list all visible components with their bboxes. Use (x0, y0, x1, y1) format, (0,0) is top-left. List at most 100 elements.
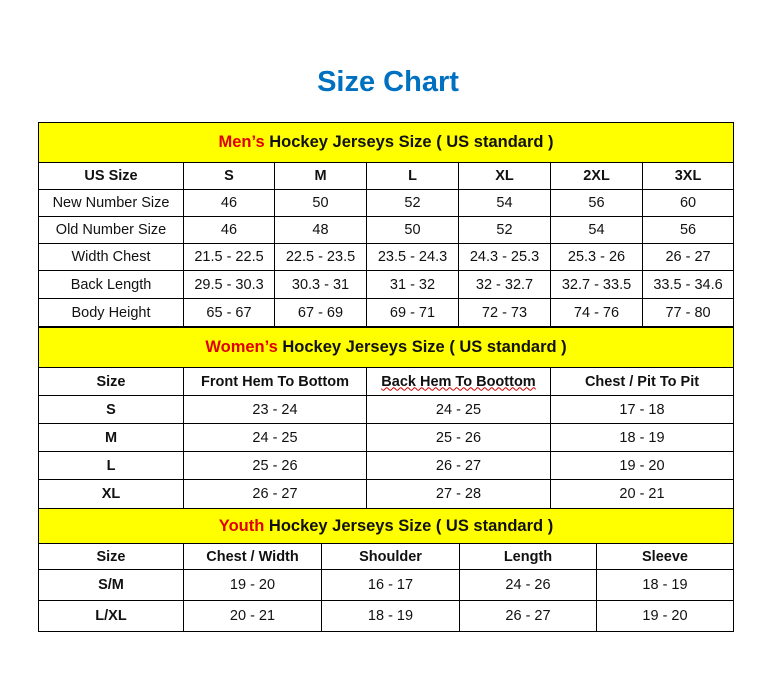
row-label: New Number Size (38, 189, 184, 217)
column-header: Front Hem To Bottom (183, 367, 367, 396)
table-cell: 17 - 18 (549, 395, 735, 424)
table-cell: 23.5 - 24.3 (366, 243, 459, 271)
table-cell: 18 - 19 (595, 569, 735, 601)
table-cell: 56 (641, 216, 735, 244)
table-row: XL 26 - 27 27 - 28 20 - 21 (38, 479, 735, 509)
column-header: S (183, 162, 275, 190)
table-cell: 54 (458, 189, 551, 217)
column-header: Chest / Width (183, 543, 322, 570)
table-cell: 52 (366, 189, 459, 217)
table-row: L/XL 20 - 21 18 - 19 26 - 27 19 - 20 (38, 600, 735, 632)
row-label: L/XL (38, 600, 184, 632)
row-label: L (38, 451, 184, 480)
column-header: 3XL (641, 162, 735, 190)
table-cell: 27 - 28 (366, 479, 551, 509)
table-cell: 46 (183, 189, 275, 217)
column-header: M (274, 162, 367, 190)
table-cell: 65 - 67 (183, 298, 275, 327)
row-label: S/M (38, 569, 184, 601)
table-cell: 26 - 27 (183, 479, 367, 509)
column-header: L (366, 162, 459, 190)
row-label: Old Number Size (38, 216, 184, 244)
table-cell: 18 - 19 (321, 600, 460, 632)
table-row: Width Chest 21.5 - 22.5 22.5 - 23.5 23.5 - … (38, 243, 735, 271)
table-cell: 54 (550, 216, 643, 244)
column-header: Size (38, 367, 184, 396)
column-header: US Size (38, 162, 184, 190)
column-header: XL (458, 162, 551, 190)
table-cell: 46 (183, 216, 275, 244)
table-cell: 19 - 20 (595, 600, 735, 632)
table-cell: 50 (366, 216, 459, 244)
men-heading-text: Hockey Jerseys Size ( US standard ) (264, 133, 554, 151)
table-cell: 24 - 25 (366, 395, 551, 424)
row-label: Back Length (38, 270, 184, 299)
column-header: 2XL (550, 162, 643, 190)
table-cell: 74 - 76 (550, 298, 643, 327)
row-label: M (38, 423, 184, 452)
table-cell: 26 - 27 (366, 451, 551, 480)
table-cell: 22.5 - 23.5 (274, 243, 367, 271)
table-cell: 25 - 26 (183, 451, 367, 480)
women-heading-text: Hockey Jerseys Size ( US standard ) (277, 338, 567, 356)
women-heading-accent: Women’s (205, 338, 278, 356)
youth-column-headers: Size Chest / Width Shoulder Length Sleeve (38, 543, 735, 570)
table-cell: 24 - 25 (183, 423, 367, 452)
table-row: M 24 - 25 25 - 26 18 - 19 (38, 423, 735, 452)
table-cell: 50 (274, 189, 367, 217)
table-cell: 30.3 - 31 (274, 270, 367, 299)
table-cell: 31 - 32 (366, 270, 459, 299)
table-cell: 23 - 24 (183, 395, 367, 424)
table-cell: 72 - 73 (458, 298, 551, 327)
table-cell: 32.7 - 33.5 (550, 270, 643, 299)
column-header: Sleeve (595, 543, 735, 570)
women-column-headers: Size Front Hem To Bottom Back Hem To Boott… (38, 367, 735, 396)
men-heading-accent: Men’s (218, 133, 265, 151)
table-row: S 23 - 24 24 - 25 17 - 18 (38, 395, 735, 424)
column-header: Chest / Pit To Pit (549, 367, 735, 396)
table-cell: 48 (274, 216, 367, 244)
table-cell: 33.5 - 34.6 (641, 270, 735, 299)
table-cell: 19 - 20 (183, 569, 322, 601)
table-cell: 32 - 32.7 (458, 270, 551, 299)
column-header: Back Hem To Boottom (366, 367, 551, 396)
men-column-headers: US Size S M L XL 2XL 3XL (38, 162, 735, 190)
table-row: Back Length 29.5 - 30.3 30.3 - 31 31 - 32 32… (38, 270, 735, 299)
table-cell: 20 - 21 (183, 600, 322, 632)
mens-size-table: Men’s Hockey Jerseys Size ( US standard … (37, 122, 735, 327)
table-cell: 25.3 - 26 (550, 243, 643, 271)
table-row: L 25 - 26 26 - 27 19 - 20 (38, 451, 735, 480)
table-cell: 20 - 21 (549, 479, 735, 509)
table-cell: 52 (458, 216, 551, 244)
row-label: XL (38, 479, 184, 509)
women-section-heading: Women’s Hockey Jerseys Size ( US standar… (37, 327, 735, 368)
youth-heading-text: Hockey Jerseys Size ( US standard ) (264, 516, 554, 535)
row-label: Body Height (38, 298, 184, 327)
row-label: Width Chest (38, 243, 184, 271)
table-cell: 18 - 19 (549, 423, 735, 452)
youth-size-table: Youth Hockey Jerseys Size ( US standard … (37, 508, 735, 632)
youth-section-heading: Youth Hockey Jerseys Size ( US standard … (37, 508, 735, 544)
table-cell: 60 (641, 189, 735, 217)
table-cell: 67 - 69 (274, 298, 367, 327)
table-cell: 16 - 17 (321, 569, 460, 601)
table-cell: 24.3 - 25.3 (458, 243, 551, 271)
table-row: Body Height 65 - 67 67 - 69 69 - 71 72 - 73 7… (38, 298, 735, 327)
row-label: S (38, 395, 184, 424)
table-cell: 21.5 - 22.5 (183, 243, 275, 271)
column-header: Shoulder (321, 543, 460, 570)
youth-heading-accent: Youth (218, 516, 265, 535)
table-row: New Number Size 46 50 52 54 56 60 (38, 189, 735, 217)
table-cell: 29.5 - 30.3 (183, 270, 275, 299)
womens-size-table: Women’s Hockey Jerseys Size ( US standar… (37, 327, 735, 509)
column-header: Size (38, 543, 184, 570)
table-row: S/M 19 - 20 16 - 17 24 - 26 18 - 19 (38, 569, 735, 601)
table-cell: 56 (550, 189, 643, 217)
table-cell: 26 - 27 (641, 243, 735, 271)
men-section-heading: Men’s Hockey Jerseys Size ( US standard … (37, 122, 735, 163)
table-cell: 69 - 71 (366, 298, 459, 327)
table-cell: 24 - 26 (459, 569, 597, 601)
table-row: Old Number Size 46 48 50 52 54 56 (38, 216, 735, 244)
page-title: Size Chart (317, 66, 459, 98)
table-cell: 26 - 27 (459, 600, 597, 632)
